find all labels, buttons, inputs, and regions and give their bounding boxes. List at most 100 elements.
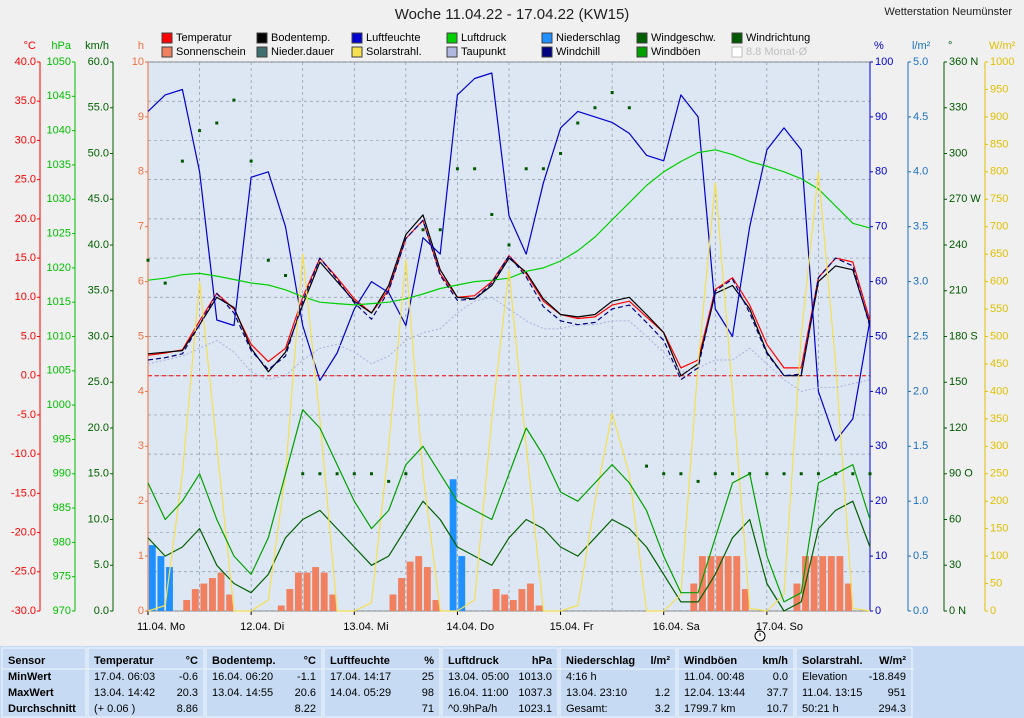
y-tick-label: 3 [138, 440, 144, 452]
direction-dot [524, 167, 528, 171]
y-tick-label: 1005 [47, 365, 71, 377]
cell-detail: 1799.7 km [684, 703, 735, 715]
y-tick-label: 450 [990, 358, 1008, 370]
y-tick-label: 7 [138, 221, 144, 233]
y-tick-label: 240 [949, 239, 967, 251]
legend-swatch [731, 32, 743, 44]
cell-detail: 13.04. 23:10 [566, 687, 627, 699]
x-tick-label: 12.04. Di [240, 621, 284, 633]
direction-dot [851, 472, 855, 476]
bar [492, 589, 500, 611]
bar [432, 600, 440, 611]
y-tick-label: -15.0 [11, 487, 36, 499]
cell-detail: 17.04. 06:03 [94, 671, 155, 683]
direction-dot [627, 106, 631, 110]
axis-unit: % [874, 40, 884, 52]
bar [415, 556, 423, 611]
y-tick-label: 0 [990, 605, 996, 617]
direction-dot [507, 243, 511, 247]
x-tick-label: 13.04. Mi [343, 621, 388, 633]
cell-detail: 12.04. 13:44 [684, 687, 745, 699]
direction-dot [576, 121, 580, 125]
y-tick-label: 990 [53, 468, 71, 480]
axis-unit: h [138, 40, 144, 52]
y-tick-label: 30.0 [15, 134, 36, 146]
cell-value: 10.7 [767, 703, 788, 715]
bar [535, 605, 543, 611]
cell-value: 71 [422, 703, 434, 715]
y-tick-label: 950 [990, 83, 1008, 95]
bar [406, 561, 414, 611]
y-tick-label: 100 [990, 550, 1008, 562]
column-unit: km/h [762, 655, 788, 667]
direction-dot [180, 159, 184, 163]
bar [449, 479, 457, 611]
column-unit: hPa [532, 655, 553, 667]
y-tick-label: 25.0 [15, 174, 36, 186]
y-tick-label: -30.0 [11, 605, 36, 617]
bar [845, 583, 852, 611]
station-name: Wetterstation Neumünster [884, 6, 1012, 18]
direction-dot [284, 274, 288, 277]
series-line [147, 214, 871, 377]
y-tick-label: 35.0 [15, 95, 36, 107]
cell-detail: 17.04. 14:17 [330, 671, 391, 683]
row-label: MinWert [8, 671, 52, 683]
cell-detail: Elevation [802, 671, 847, 683]
y-tick-label: 40.0 [15, 56, 36, 68]
y-tick-label: 500 [990, 330, 1008, 342]
y-tick-label: 650 [990, 248, 1008, 260]
direction-dot [765, 472, 769, 476]
y-tick-label: 20.0 [15, 213, 36, 225]
y-tick-label: 150 [949, 376, 967, 388]
y-tick-label: 35.0 [88, 285, 109, 297]
y-tick-label: 0.0 [913, 605, 928, 617]
legend-label: Luftdruck [461, 32, 507, 44]
direction-dot [369, 472, 373, 476]
series-line [147, 409, 871, 603]
column-name: Temperatur [94, 655, 154, 667]
axis-unit: °C [24, 40, 36, 52]
cell-value: 8.86 [177, 703, 198, 715]
bar [698, 556, 706, 611]
y-tick-label: 15.0 [15, 252, 36, 264]
column-unit: °C [304, 655, 316, 667]
bar [501, 594, 509, 611]
legend-swatch [541, 32, 553, 44]
column-name: Luftfeuchte [330, 655, 390, 667]
bar [389, 594, 397, 611]
table-header: Sensor [8, 655, 46, 667]
table-background [0, 646, 1024, 718]
y-tick-label: 1030 [47, 193, 71, 205]
table-column [559, 647, 677, 718]
y-tick-label: 550 [990, 303, 1008, 315]
y-tick-label: 90 O [949, 468, 973, 480]
y-tick-label: 120 [949, 422, 967, 434]
legend-swatch [446, 32, 458, 44]
bar [226, 594, 234, 611]
direction-dot [610, 91, 614, 94]
direction-dot [782, 472, 786, 476]
y-tick-label: 10.0 [15, 291, 36, 303]
y-tick-label: 600 [990, 276, 1008, 288]
y-tick-label: -20.0 [11, 526, 36, 538]
legend-swatch [446, 46, 458, 58]
cell-detail: 16.04. 06:20 [212, 671, 273, 683]
row-label: Durchschnitt [8, 703, 76, 715]
legend-swatch [636, 46, 648, 58]
column-unit: W/m² [879, 655, 906, 667]
cell-detail: 16.04. 11:00 [448, 687, 508, 699]
y-tick-label: 60 [949, 513, 961, 525]
bar [836, 556, 844, 611]
y-tick-label: 1040 [47, 125, 71, 137]
y-tick-label: 55.0 [88, 102, 109, 114]
bar [527, 583, 534, 611]
y-tick-label: 995 [53, 433, 71, 445]
y-tick-label: 40.0 [88, 239, 109, 251]
axis-unit: hPa [51, 40, 71, 52]
y-tick-label: 5 [138, 330, 144, 342]
cell-value: -0.6 [179, 671, 198, 683]
cell-value: 1023.1 [518, 703, 552, 715]
legend-swatch [636, 32, 648, 44]
y-tick-label: 800 [990, 166, 1008, 178]
